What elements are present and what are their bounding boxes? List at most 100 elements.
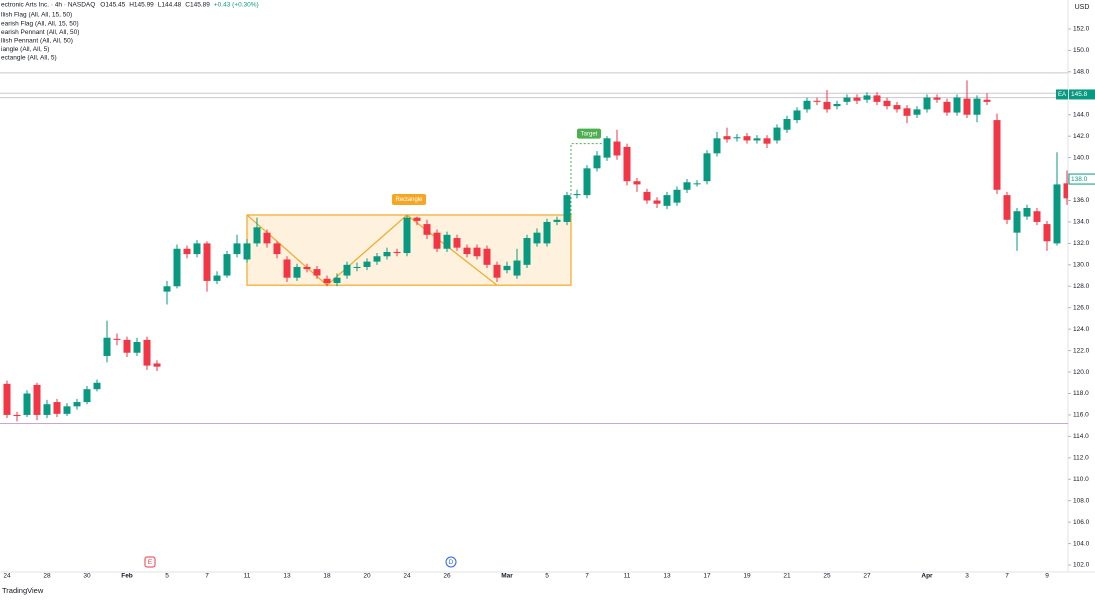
event-badge[interactable] (144, 556, 156, 568)
candle-body (1053, 184, 1061, 244)
ohlc-value: O145.45 (100, 2, 125, 9)
candle-body (73, 402, 81, 407)
candle-body (613, 141, 621, 156)
candle-body (1013, 211, 1021, 233)
candle-body (783, 119, 791, 130)
candle-body (693, 183, 701, 185)
pattern-label: Rectangle (395, 197, 423, 203)
plot: Rectangle Target (0, 72, 1068, 425)
pattern-label-box (392, 193, 426, 205)
x-tick-label: 24 (403, 573, 411, 580)
event-label[interactable]: D (449, 559, 454, 566)
x-tick-label: 7 (585, 573, 589, 580)
event-label[interactable]: E (148, 559, 153, 566)
x-tick-label: 20 (363, 573, 371, 580)
x-tick-label: 7 (205, 573, 209, 580)
candle-body (683, 182, 691, 190)
candle-body (943, 101, 951, 113)
y-tick-label: 152.0 (1073, 26, 1090, 33)
candle-body (1043, 224, 1051, 242)
x-tick-label: Apr (921, 573, 933, 580)
price-tag: 145.8 (1071, 91, 1088, 98)
price-tag-box (1069, 89, 1095, 100)
event-badge[interactable] (445, 556, 457, 568)
indicator-legend: llish Flag (All, All, 15, 50) (1, 12, 72, 19)
candle-body (293, 266, 301, 278)
candle-body (403, 217, 411, 254)
candle-body (273, 243, 281, 255)
candle-body (43, 404, 51, 415)
candle-body (843, 97, 851, 102)
candle-body (283, 259, 291, 278)
candle-body (983, 99, 991, 102)
x-tick-label: 5 (165, 573, 169, 580)
x-tick-label: 13 (663, 573, 671, 580)
candle-body (743, 136, 751, 141)
candle-body (763, 138, 771, 144)
ohlc-value: +0.43 (+0.30%) (214, 2, 259, 9)
candle-body (243, 243, 251, 260)
x-tick-label: 25 (823, 573, 831, 580)
candle-body (313, 269, 321, 276)
event-dividend[interactable]: D (445, 556, 457, 568)
candle-body (393, 251, 401, 254)
x-tick-label: 21 (783, 573, 791, 580)
y-tick-label: 150.0 (1073, 47, 1090, 54)
x-tick-label: 26 (443, 573, 451, 580)
y-tick-label: 118.0 (1073, 390, 1089, 397)
y-tick-label: 128.0 (1073, 283, 1090, 290)
candle-body (513, 260, 521, 276)
candle-body (33, 384, 41, 415)
candle-body (203, 243, 211, 281)
candle-body (593, 155, 601, 169)
candle-body (463, 247, 471, 255)
x-tick-label: 30 (83, 573, 91, 580)
candle-body (443, 234, 451, 249)
symbol-tag-box (1056, 89, 1068, 100)
candle-body (1023, 208, 1031, 217)
x-tick-label: 11 (624, 573, 631, 580)
candle-body (663, 195, 671, 206)
y-tick-label: 120.0 (1073, 369, 1090, 376)
y-tick-label: 102.0 (1073, 562, 1090, 569)
symbol-tag: EA (1058, 92, 1066, 98)
x-tick-label: 11 (244, 573, 251, 580)
candle-body (93, 382, 101, 390)
x-tick-label: 3 (965, 573, 969, 580)
candle-body (973, 98, 981, 115)
candle-body (623, 146, 631, 182)
candle-body (3, 383, 11, 415)
candle-body (433, 232, 441, 249)
candle-body (263, 232, 271, 244)
candle-body (503, 265, 511, 271)
candle-body (543, 221, 551, 244)
candle-body (173, 248, 181, 287)
target-label-box (577, 128, 601, 139)
x-tick-label: 19 (743, 573, 751, 580)
event-earnings[interactable]: E (144, 556, 156, 568)
candle-body (1033, 211, 1041, 222)
currency: USD (1075, 4, 1090, 11)
candle-body (213, 275, 221, 281)
candle-body (713, 138, 721, 154)
y-tick-label: 134.0 (1073, 219, 1090, 226)
ohlc-value: C145.89 (185, 2, 210, 9)
candle-body (113, 338, 121, 340)
candle-body (873, 95, 881, 102)
candle-body (333, 277, 341, 284)
ohlc-value: H145.99 (129, 2, 154, 9)
candle-body (523, 238, 531, 265)
y-tick-label: 148.0 (1073, 69, 1090, 76)
y-tick-label: 140.0 (1073, 154, 1090, 161)
candle-body (343, 264, 351, 276)
candle-body (233, 243, 241, 255)
candle-body (673, 189, 681, 203)
y-tick-label: 104.0 (1073, 540, 1090, 547)
candle-body (853, 97, 861, 101)
candle-body (633, 181, 641, 185)
indicator-legend: earish Flag (All, All, 15, 50) (1, 20, 79, 27)
x-tick-label: 18 (323, 573, 331, 580)
x-tick-label: 27 (863, 573, 871, 580)
x-tick-label: 9 (1045, 573, 1049, 580)
symbol: ectronic Arts Inc. · 4h · NASDAQ (1, 2, 95, 9)
